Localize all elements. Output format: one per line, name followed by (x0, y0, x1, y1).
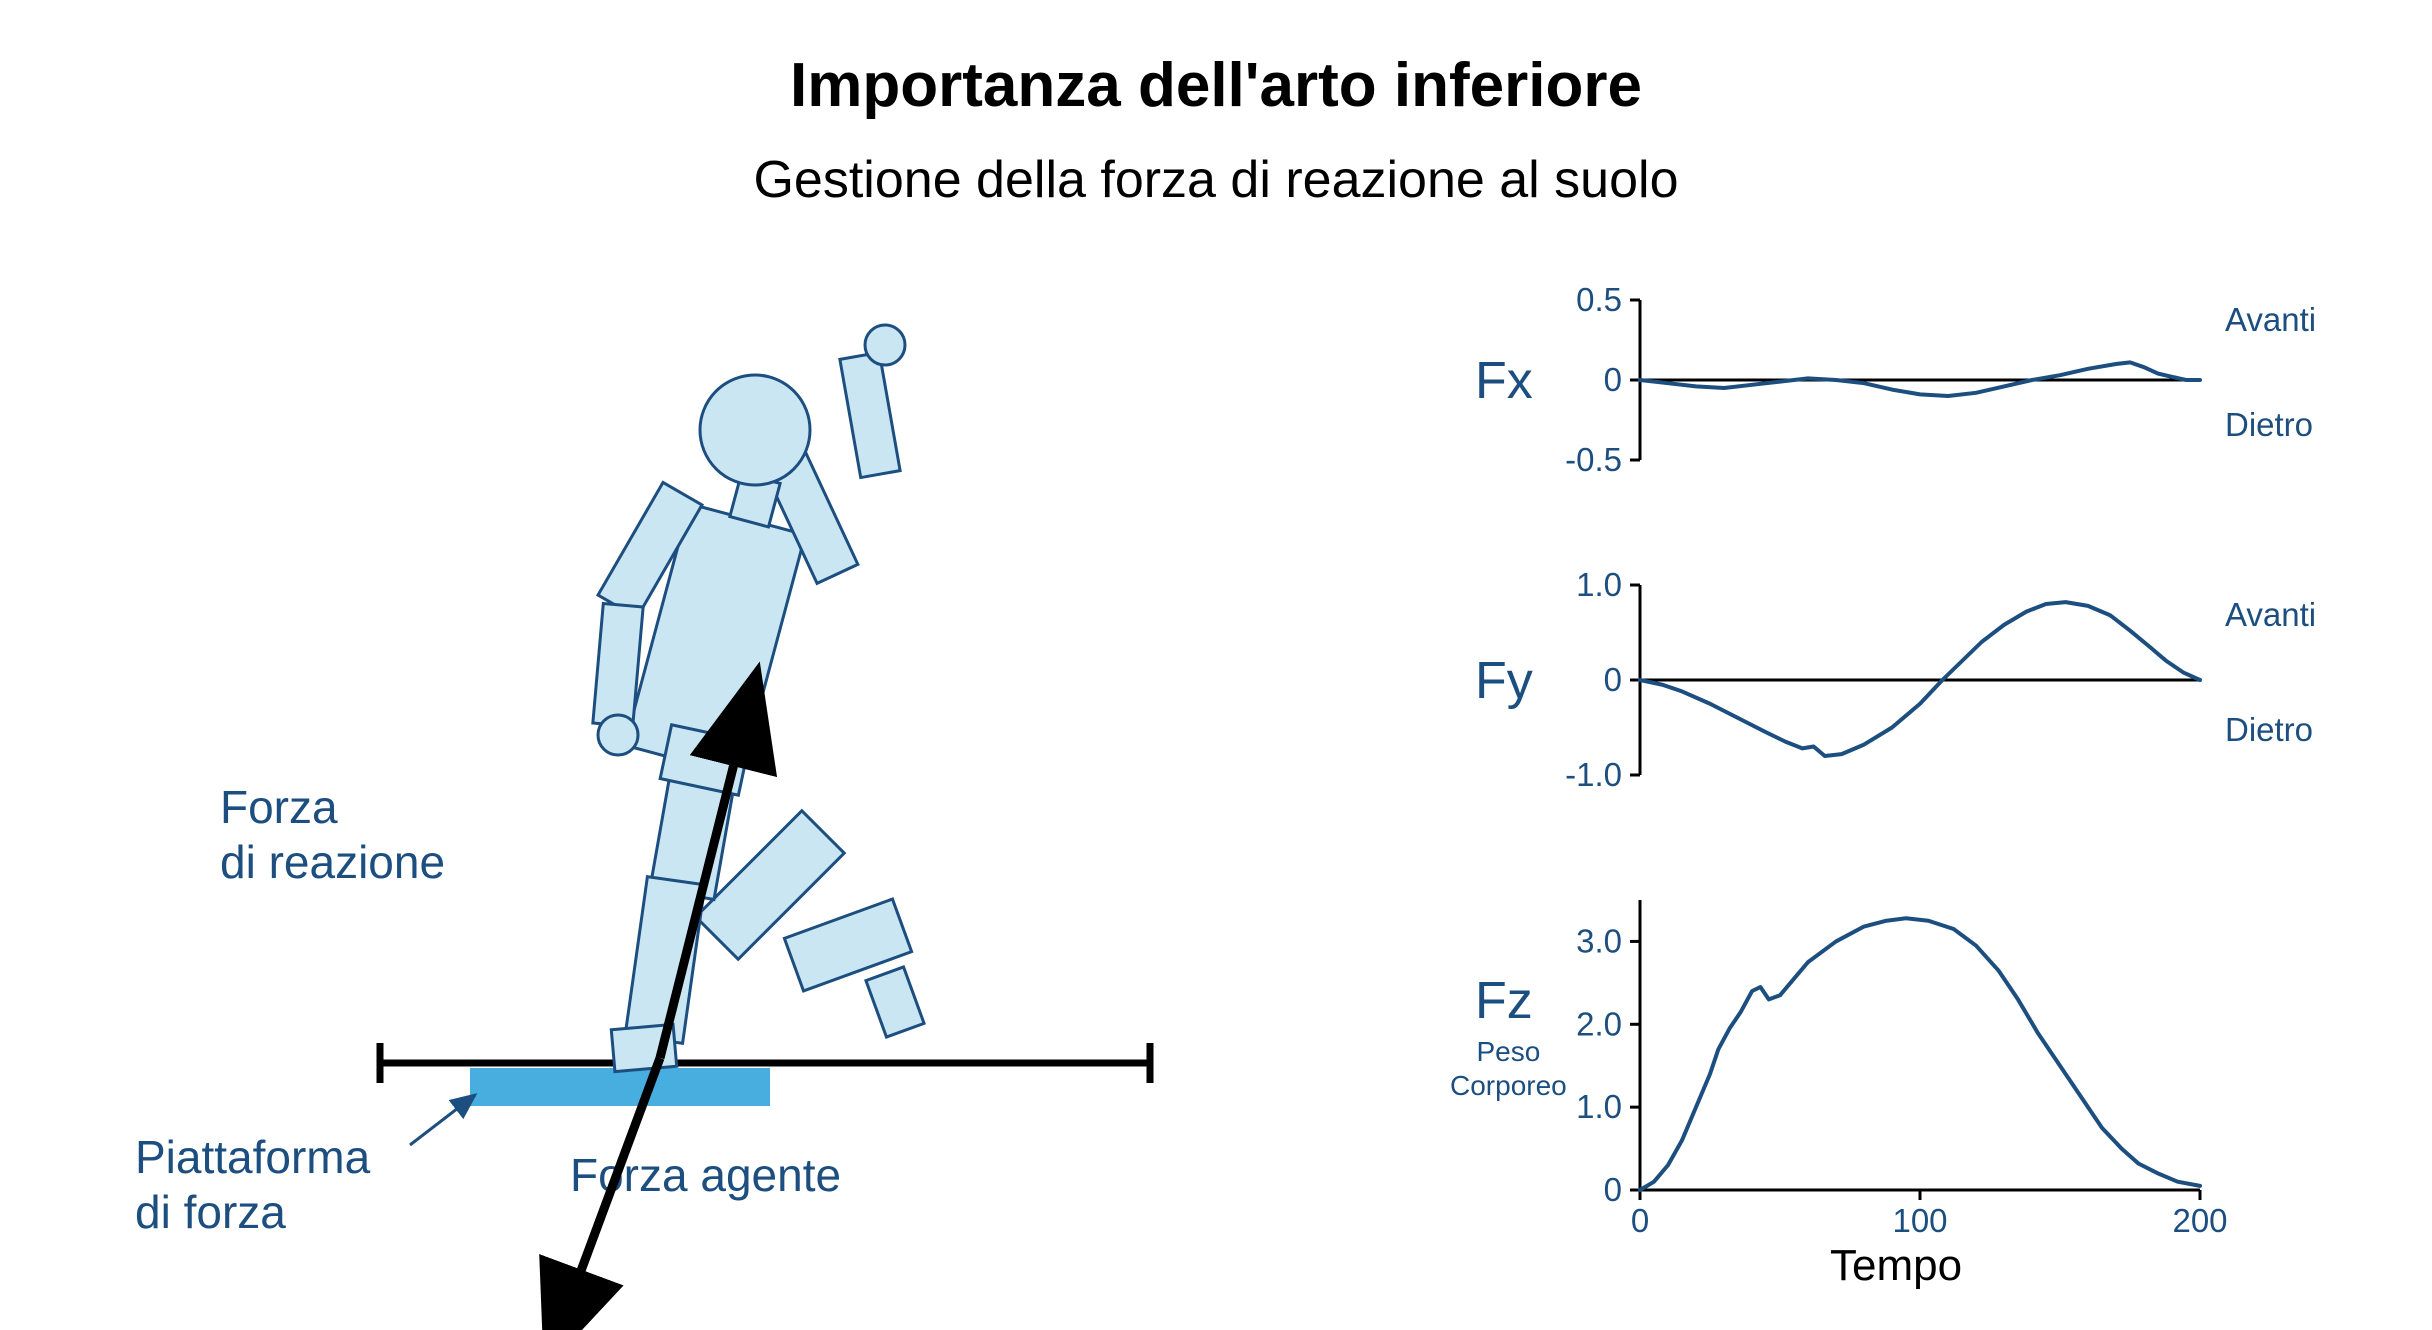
svg-text:0: 0 (1604, 1171, 1622, 1208)
svg-text:1.0: 1.0 (1576, 1088, 1622, 1125)
charts: 0.50-0.51.00-1.03.02.01.000100200 (0, 0, 2432, 1330)
svg-text:0.5: 0.5 (1576, 281, 1622, 318)
svg-text:-1.0: -1.0 (1565, 756, 1622, 793)
svg-text:-0.5: -0.5 (1565, 441, 1622, 478)
svg-text:0: 0 (1604, 661, 1622, 698)
svg-text:100: 100 (1892, 1202, 1947, 1239)
svg-text:0: 0 (1604, 361, 1622, 398)
svg-text:0: 0 (1631, 1202, 1649, 1239)
svg-text:1.0: 1.0 (1576, 566, 1622, 603)
svg-text:3.0: 3.0 (1576, 922, 1622, 959)
svg-text:200: 200 (2172, 1202, 2227, 1239)
svg-text:2.0: 2.0 (1576, 1005, 1622, 1042)
